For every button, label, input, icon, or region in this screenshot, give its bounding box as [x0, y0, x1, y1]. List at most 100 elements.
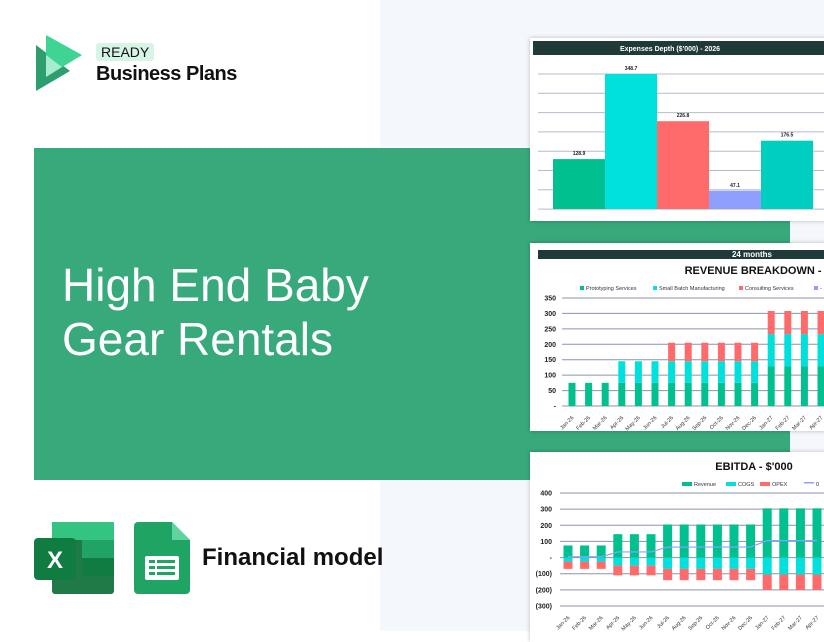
bar-segment: [784, 311, 791, 334]
bar-segment: [613, 558, 622, 566]
data-label: 176.5: [781, 133, 794, 139]
bar: [761, 141, 813, 209]
legend-label: COGS: [738, 482, 755, 488]
brand-name: Business Plans: [96, 63, 237, 86]
x-tick-label: Jul-26: [656, 615, 671, 630]
bar-segment: [751, 383, 758, 406]
bar-segment: [813, 575, 822, 590]
title-line-2: Gear Rentals: [62, 312, 369, 366]
bar-segment: [701, 383, 708, 406]
x-tick-label: Apr-26: [609, 415, 625, 431]
bar-segment: [663, 558, 672, 569]
x-tick-label: Apr-27: [808, 415, 824, 431]
bar-segment: [647, 558, 656, 566]
bar-segment: [763, 508, 772, 557]
bar-segment: [696, 524, 705, 557]
y-tick-label: (300): [536, 604, 552, 611]
bar-segment: [569, 383, 576, 406]
y-tick-label: 300: [544, 311, 556, 318]
bar-segment: [813, 508, 822, 557]
bar-segment: [730, 558, 739, 569]
svg-text:X: X: [47, 547, 63, 574]
bar-segment: [768, 334, 775, 366]
bar-segment: [685, 343, 692, 362]
bar-segment: [801, 311, 808, 334]
bar-segment: [713, 524, 722, 557]
bar-segment: [763, 575, 772, 590]
bar: [553, 159, 605, 209]
bar-segment: [751, 361, 758, 383]
bar-segment: [635, 383, 642, 406]
bar: [657, 121, 709, 209]
x-tick-label: Apr-26: [605, 615, 621, 631]
bar-segment: [713, 558, 722, 569]
x-tick-label: Jun-26: [642, 415, 658, 431]
bar-segment: [779, 575, 788, 590]
bar-segment: [685, 383, 692, 406]
bar-segment: [663, 524, 672, 557]
y-tick-label: 300: [540, 507, 552, 514]
bar-segment: [718, 343, 725, 362]
legend-label: Revenue: [694, 482, 716, 488]
data-label: 348.7: [625, 66, 638, 72]
bar-segment: [647, 566, 656, 576]
bar-segment: [746, 558, 755, 569]
legend-swatch: [760, 482, 770, 486]
bar-segment: [779, 508, 788, 557]
bar-segment: [597, 562, 606, 569]
bar-segment: [801, 367, 808, 406]
bar-segment: [763, 558, 772, 575]
chart-title: REVENUE BREAKDOWN - $'0: [685, 265, 824, 277]
x-tick-label: Oct-26: [705, 615, 721, 631]
bar-segment: [746, 524, 755, 557]
bar: [709, 191, 761, 209]
x-tick-label: Mar-27: [791, 415, 808, 431]
bar-segment: [668, 343, 675, 362]
y-tick-label: (200): [536, 587, 552, 594]
bar-segment: [597, 558, 606, 562]
chart-header: [538, 250, 824, 259]
bar-segment: [796, 558, 805, 575]
logo-icon: [34, 33, 84, 95]
bar-segment: [818, 311, 824, 334]
bar-segment: [701, 343, 708, 362]
y-tick-label: 100: [544, 373, 556, 380]
bar-segment: [746, 569, 755, 580]
chart-title: Expenses Depth ($'000) - 2026: [620, 46, 720, 53]
bar-segment: [630, 558, 639, 566]
legend-swatch: [814, 286, 818, 290]
bar-segment: [564, 545, 573, 557]
x-tick-label: Jan-27: [758, 415, 774, 431]
legend-swatch: [580, 286, 584, 290]
x-tick-label: Aug-26: [675, 415, 692, 431]
x-tick-label: Sep-26: [687, 615, 704, 632]
legend-swatch: [804, 482, 814, 484]
x-tick-label: Dec-26: [737, 615, 754, 632]
legend-label: -: [820, 286, 822, 292]
legend-swatch: [653, 286, 657, 290]
x-tick-label: Jan-26: [559, 415, 575, 431]
expenses-chart: Expenses Depth ($'000) - 2026128.9348.72…: [530, 38, 824, 221]
x-tick-label: Feb-27: [771, 615, 788, 632]
bar-segment: [630, 566, 639, 576]
bar-segment: [647, 534, 656, 557]
bar-segment: [801, 334, 808, 366]
bar-segment: [696, 569, 705, 580]
bar-segment: [602, 383, 609, 406]
chart-title: EBITDA - $'000: [715, 461, 792, 473]
data-label: 226.8: [677, 113, 690, 119]
bar-segment: [701, 361, 708, 383]
y-tick-label: (100): [536, 571, 552, 578]
legend-label: Prototyping Services: [586, 286, 637, 292]
y-tick-label: -: [554, 404, 557, 411]
legend-label: Consulting Services: [745, 286, 794, 292]
bar-segment: [680, 558, 689, 569]
x-tick-label: Sep-26: [691, 415, 708, 431]
x-tick-label: Mar-26: [592, 415, 609, 431]
x-tick-label: Oct-26: [709, 415, 725, 431]
x-tick-label: Jul-26: [660, 415, 675, 430]
legend-label: OPEX: [772, 482, 788, 488]
bar-segment: [680, 524, 689, 557]
